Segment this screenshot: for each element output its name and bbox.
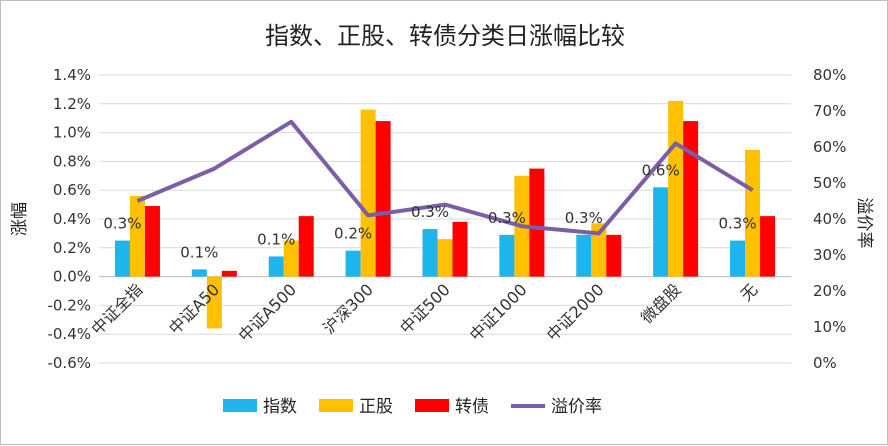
bar-指数	[653, 187, 668, 276]
data-label: 0.3%	[411, 203, 449, 221]
category-label: 微盘股	[637, 280, 684, 327]
legend-label: 溢价率	[551, 397, 602, 417]
bar-正股	[745, 150, 760, 277]
legend-swatch-转债	[415, 399, 449, 412]
y-tick-label: -0.6%	[47, 354, 91, 372]
bar-转债	[376, 121, 391, 277]
y2-tick-label: 10%	[813, 318, 846, 336]
data-label: 0.3%	[103, 215, 141, 233]
bar-转债	[453, 222, 468, 277]
y-axis-title: 涨幅	[10, 202, 30, 236]
y-tick-label: 1.2%	[53, 95, 91, 113]
bar-指数	[192, 269, 207, 276]
bar-指数	[346, 251, 361, 277]
y-tick-label: 0.8%	[53, 152, 91, 170]
category-label: 沪深300	[319, 280, 377, 338]
legend-label: 转债	[455, 397, 489, 417]
bar-正股	[361, 110, 376, 277]
bar-指数	[423, 229, 438, 277]
y-tick-label: 1.0%	[53, 124, 91, 142]
bar-正股	[130, 196, 145, 277]
category-label: 中证全指	[88, 280, 147, 339]
data-label: 0.1%	[257, 230, 295, 248]
y-tick-label: -0.4%	[47, 325, 91, 343]
bar-转债	[529, 169, 544, 277]
y2-tick-label: 40%	[813, 210, 846, 228]
category-label: 中证1000	[466, 280, 531, 345]
data-label: 0.3%	[488, 209, 526, 227]
bar-指数	[269, 256, 284, 276]
bar-转债	[683, 121, 698, 277]
y-tick-label: -0.2%	[47, 296, 91, 314]
data-label: 0.2%	[334, 225, 372, 243]
bar-指数	[115, 241, 130, 277]
legend-label: 指数	[263, 397, 297, 417]
data-label: 0.1%	[180, 243, 218, 261]
y2-tick-label: 20%	[813, 282, 846, 300]
y2-tick-label: 60%	[813, 138, 846, 156]
bar-指数	[730, 241, 745, 277]
y2-tick-label: 0%	[813, 354, 837, 372]
y2-tick-label: 30%	[813, 246, 846, 264]
bar-转债	[299, 216, 314, 276]
y-tick-label: 0.6%	[53, 181, 91, 199]
y-tick-label: 1.4%	[53, 66, 91, 84]
bar-转债	[145, 206, 160, 277]
legend-swatch-指数	[223, 399, 257, 412]
data-label: 0.6%	[642, 161, 680, 179]
y-tick-label: 0.0%	[53, 268, 91, 286]
category-label: 无	[737, 280, 762, 305]
y-tick-label: 0.4%	[53, 210, 91, 228]
bar-正股	[438, 239, 453, 276]
legend-swatch-正股	[319, 399, 353, 412]
chart-title: 指数、正股、转债分类日涨幅比较	[265, 22, 625, 50]
legend: 指数 正股 转债 溢价率	[223, 397, 602, 417]
bar-转债	[606, 235, 621, 277]
y2-tick-label: 50%	[813, 174, 846, 192]
y2-tick-label: 70%	[813, 102, 846, 120]
bar-指数	[499, 235, 514, 277]
bar-转债	[222, 271, 237, 277]
category-label: 中证A500	[235, 280, 300, 345]
y2-tick-label: 80%	[813, 66, 846, 84]
data-label: 0.3%	[565, 209, 603, 227]
data-label: 0.3%	[719, 215, 757, 233]
bar-指数	[576, 235, 591, 277]
bar-正股	[668, 101, 683, 277]
y-tick-label: 0.2%	[53, 239, 91, 257]
category-label: 中证2000	[543, 280, 608, 345]
bar-转债	[760, 216, 775, 276]
y2-axis-title: 溢价率	[854, 198, 874, 249]
category-label: 中证500	[396, 280, 454, 338]
legend-label: 正股	[359, 397, 393, 417]
